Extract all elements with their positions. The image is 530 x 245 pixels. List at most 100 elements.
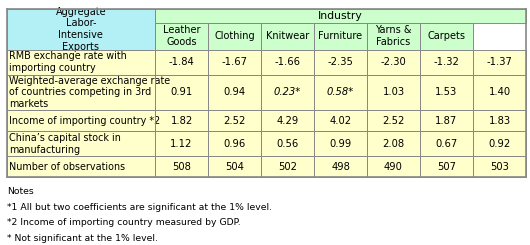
Text: 4.02: 4.02 bbox=[330, 116, 351, 126]
Bar bbox=[208, 49, 261, 75]
Text: Industry: Industry bbox=[318, 11, 363, 21]
Bar bbox=[367, 131, 420, 156]
Text: 502: 502 bbox=[278, 162, 297, 172]
Bar bbox=[208, 156, 261, 177]
Text: Yarns &
Fabrics: Yarns & Fabrics bbox=[375, 25, 412, 47]
Text: 1.87: 1.87 bbox=[435, 116, 457, 126]
Text: *1 All but two coefficients are significant at the 1% level.: *1 All but two coefficients are signific… bbox=[7, 203, 272, 211]
Text: 503: 503 bbox=[490, 162, 509, 172]
Text: 0.92: 0.92 bbox=[488, 139, 510, 149]
Text: 2.52: 2.52 bbox=[223, 116, 246, 126]
Bar bbox=[155, 9, 526, 23]
Bar bbox=[420, 75, 473, 110]
Text: 1.53: 1.53 bbox=[435, 87, 457, 98]
Text: 0.58*: 0.58* bbox=[327, 87, 354, 98]
Text: 490: 490 bbox=[384, 162, 403, 172]
Text: 507: 507 bbox=[437, 162, 456, 172]
Text: 1.83: 1.83 bbox=[489, 116, 510, 126]
Bar bbox=[420, 131, 473, 156]
Text: 0.67: 0.67 bbox=[435, 139, 457, 149]
Text: 0.56: 0.56 bbox=[276, 139, 298, 149]
Bar bbox=[314, 23, 367, 49]
Text: Carpets: Carpets bbox=[428, 31, 465, 41]
Bar bbox=[208, 23, 261, 49]
Bar bbox=[314, 49, 367, 75]
Bar bbox=[473, 131, 526, 156]
Text: -1.66: -1.66 bbox=[275, 57, 301, 67]
Bar bbox=[367, 110, 420, 131]
Text: Income of importing country *2: Income of importing country *2 bbox=[10, 116, 161, 126]
Bar bbox=[261, 156, 314, 177]
Bar bbox=[7, 49, 155, 75]
Text: 1.82: 1.82 bbox=[171, 116, 193, 126]
Text: Clothing: Clothing bbox=[214, 31, 255, 41]
Bar bbox=[473, 75, 526, 110]
Bar bbox=[420, 23, 473, 49]
Text: Weighted-average exchange rate
of countries competing in 3rd
markets: Weighted-average exchange rate of countr… bbox=[10, 76, 171, 109]
Text: Notes: Notes bbox=[7, 187, 33, 196]
Text: 0.23*: 0.23* bbox=[274, 87, 301, 98]
Text: China’s capital stock in
manufacturing: China’s capital stock in manufacturing bbox=[10, 133, 121, 155]
Text: Leather
Goods: Leather Goods bbox=[163, 25, 200, 47]
Text: 508: 508 bbox=[172, 162, 191, 172]
Bar bbox=[155, 23, 208, 49]
Text: 0.96: 0.96 bbox=[224, 139, 245, 149]
Text: Aggregate
Labor-
Intensive
Exports: Aggregate Labor- Intensive Exports bbox=[56, 7, 106, 51]
Text: 0.91: 0.91 bbox=[171, 87, 193, 98]
Bar bbox=[367, 156, 420, 177]
Bar bbox=[261, 23, 314, 49]
Bar bbox=[155, 131, 208, 156]
Text: 0.99: 0.99 bbox=[329, 139, 351, 149]
Bar bbox=[155, 49, 208, 75]
Bar bbox=[367, 49, 420, 75]
Bar bbox=[420, 49, 473, 75]
Bar bbox=[261, 49, 314, 75]
Text: *2 Income of importing country measured by GDP.: *2 Income of importing country measured … bbox=[7, 219, 240, 227]
Text: -1.67: -1.67 bbox=[222, 57, 248, 67]
Text: Knitwear: Knitwear bbox=[266, 31, 309, 41]
Text: 1.03: 1.03 bbox=[383, 87, 404, 98]
Bar bbox=[208, 75, 261, 110]
Text: Number of observations: Number of observations bbox=[10, 162, 126, 172]
Bar bbox=[208, 131, 261, 156]
Bar bbox=[7, 131, 155, 156]
Bar bbox=[314, 131, 367, 156]
Bar bbox=[473, 156, 526, 177]
Text: 2.08: 2.08 bbox=[383, 139, 404, 149]
Text: RMB exchange rate with
importing country: RMB exchange rate with importing country bbox=[10, 51, 127, 73]
Text: -2.30: -2.30 bbox=[381, 57, 407, 67]
Text: 0.94: 0.94 bbox=[224, 87, 245, 98]
Text: -1.84: -1.84 bbox=[169, 57, 195, 67]
Bar bbox=[314, 110, 367, 131]
Bar bbox=[155, 110, 208, 131]
Bar bbox=[261, 110, 314, 131]
Text: 1.40: 1.40 bbox=[489, 87, 510, 98]
Bar bbox=[473, 110, 526, 131]
Text: -1.37: -1.37 bbox=[487, 57, 513, 67]
Text: 1.12: 1.12 bbox=[170, 139, 193, 149]
Bar bbox=[7, 75, 155, 110]
Bar bbox=[314, 75, 367, 110]
Bar bbox=[420, 156, 473, 177]
Bar bbox=[208, 110, 261, 131]
Bar bbox=[7, 23, 155, 49]
Text: Furniture: Furniture bbox=[319, 31, 363, 41]
Text: * Not significant at the 1% level.: * Not significant at the 1% level. bbox=[7, 234, 157, 243]
Bar bbox=[155, 75, 208, 110]
Text: -1.32: -1.32 bbox=[434, 57, 460, 67]
Text: 2.52: 2.52 bbox=[382, 116, 405, 126]
Bar bbox=[314, 156, 367, 177]
Bar bbox=[420, 110, 473, 131]
Bar bbox=[261, 75, 314, 110]
Bar bbox=[367, 23, 420, 49]
Bar bbox=[155, 156, 208, 177]
Bar bbox=[367, 75, 420, 110]
Text: 4.29: 4.29 bbox=[276, 116, 298, 126]
Bar bbox=[7, 110, 155, 131]
Text: -2.35: -2.35 bbox=[328, 57, 354, 67]
Text: 498: 498 bbox=[331, 162, 350, 172]
Bar bbox=[473, 49, 526, 75]
Text: 504: 504 bbox=[225, 162, 244, 172]
Bar bbox=[261, 131, 314, 156]
Bar bbox=[7, 156, 155, 177]
